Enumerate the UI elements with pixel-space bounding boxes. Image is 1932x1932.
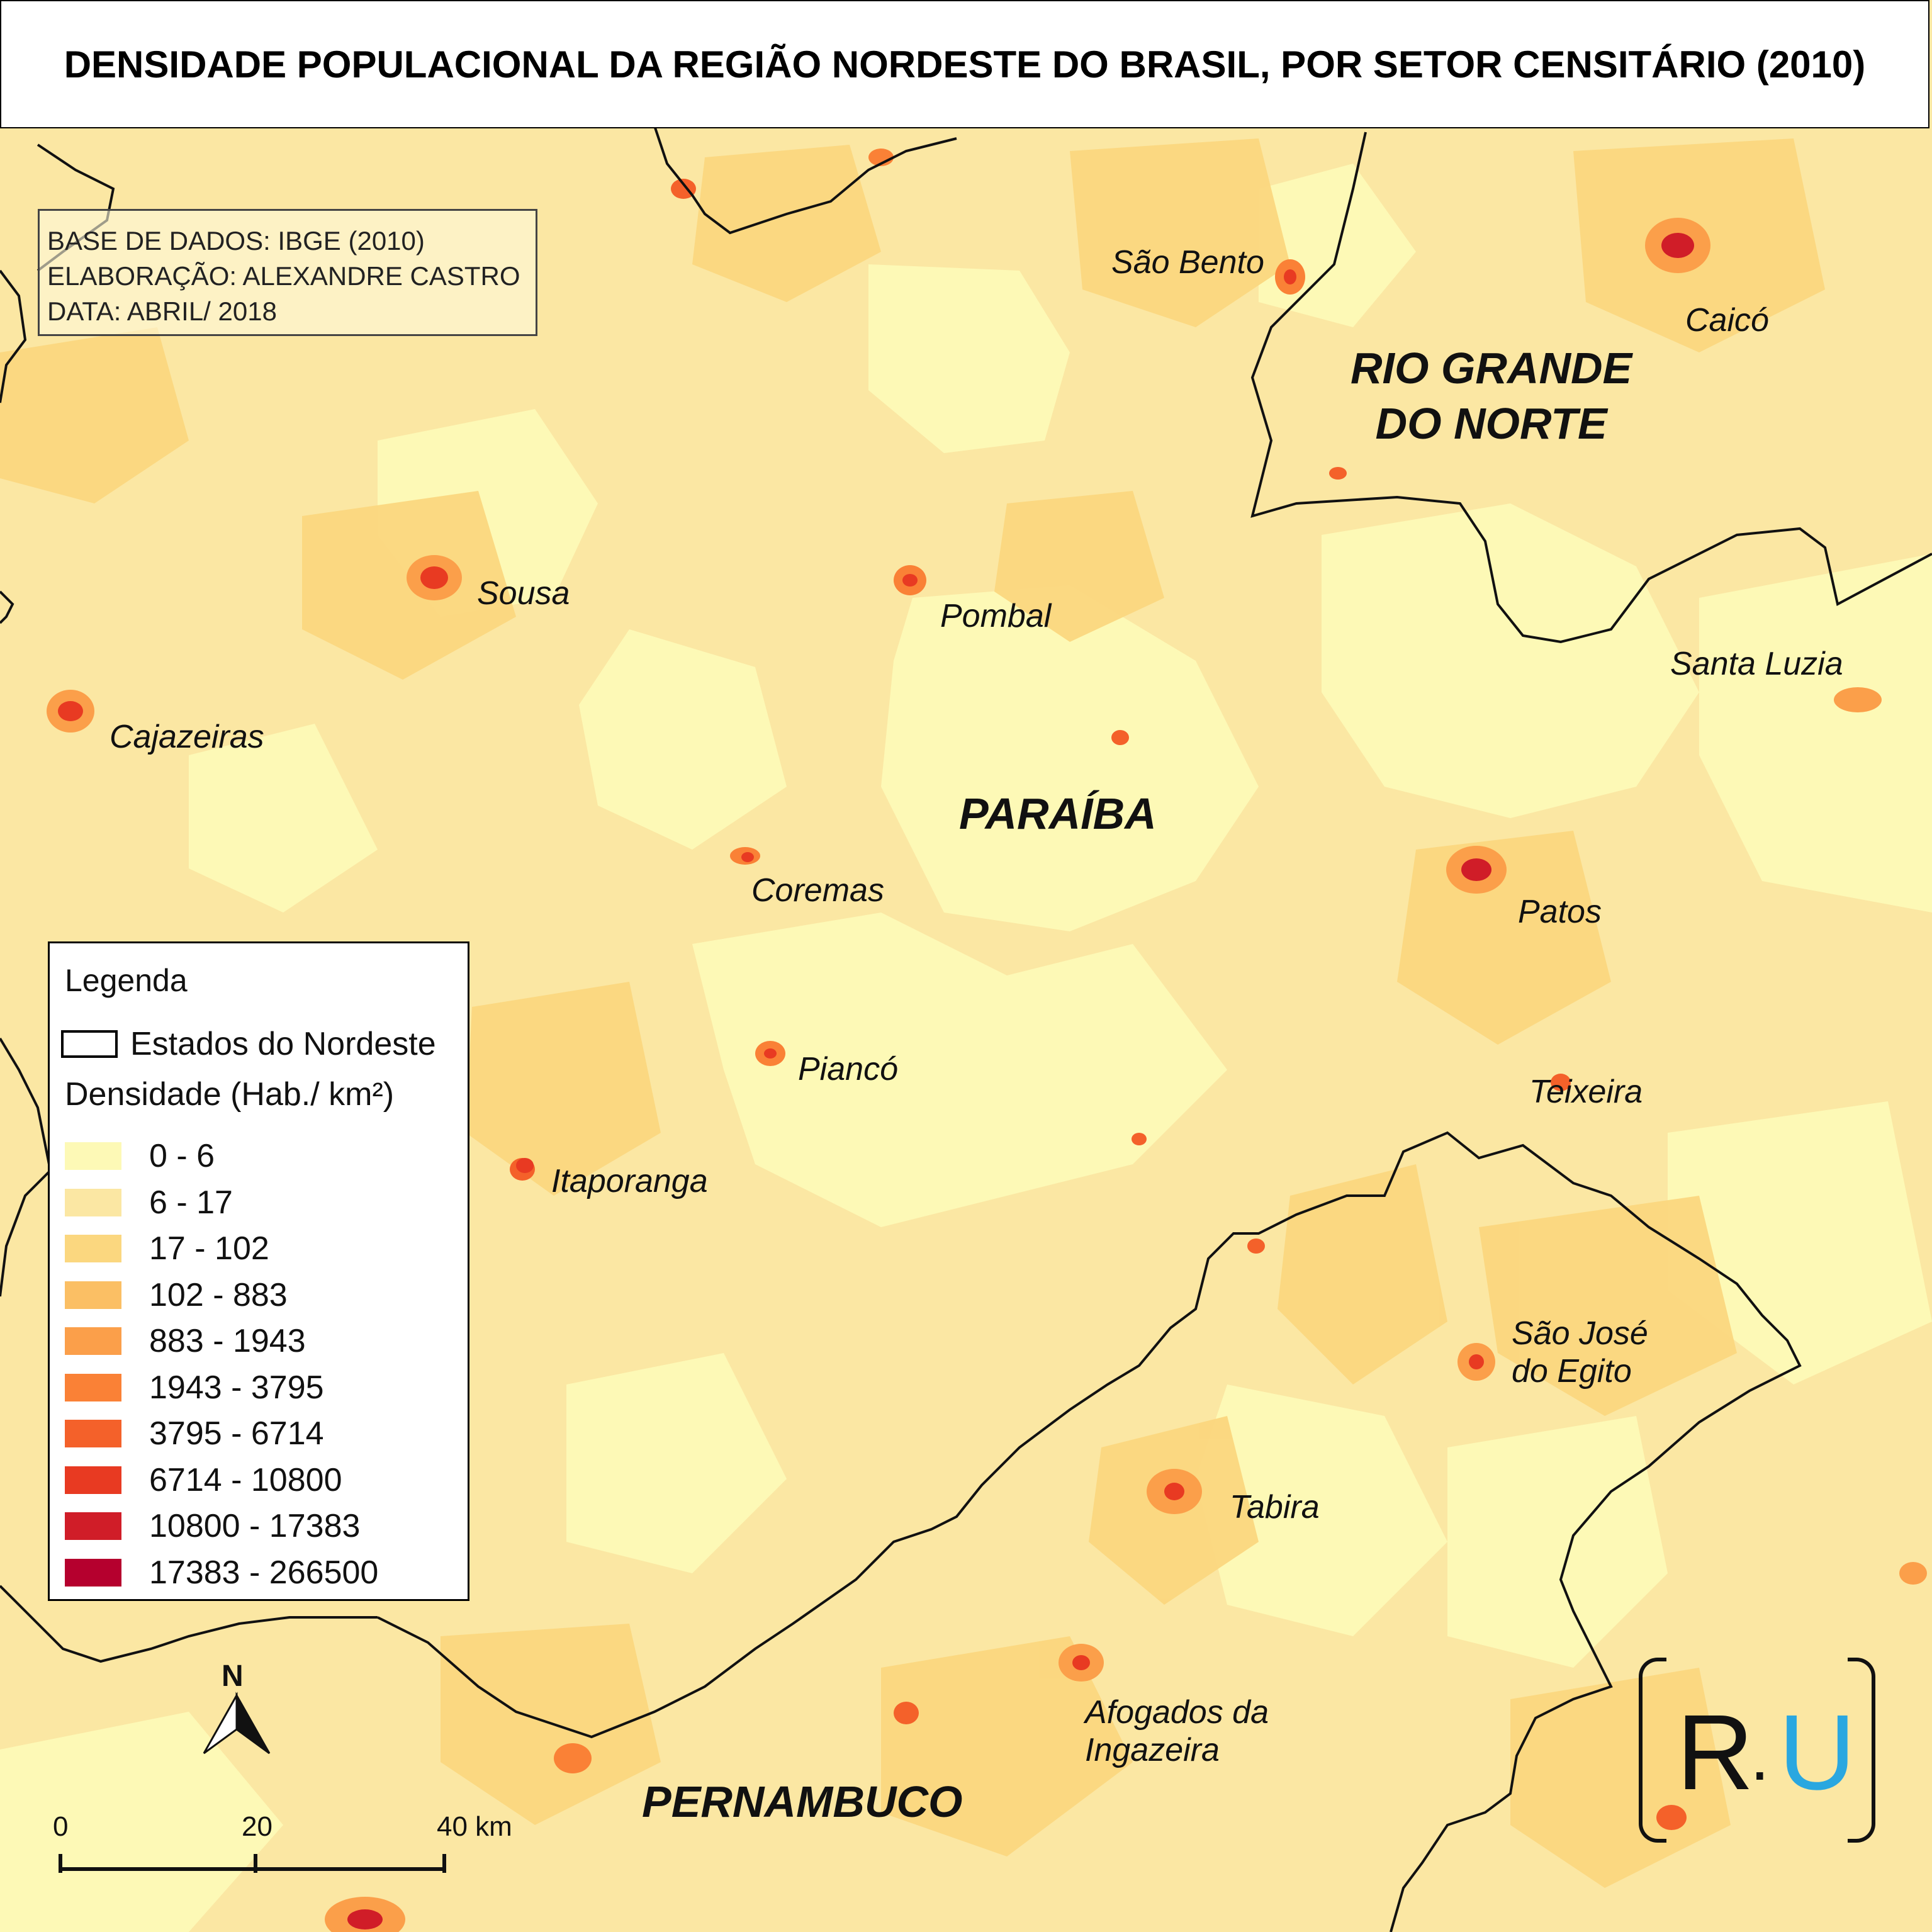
legend-class-label: 102 - 883: [149, 1276, 288, 1313]
city-label-cajazeiras: Cajazeiras: [110, 719, 264, 755]
credits-source: BASE DE DADOS: IBGE (2010): [47, 226, 425, 256]
logo-letter-u: U: [1778, 1693, 1856, 1812]
legend-class-row: 883 - 1943: [65, 1322, 306, 1360]
map-title: DENSIDADE POPULACIONAL DA REGIÃO NORDEST…: [64, 43, 1866, 86]
credits-date: DATA: ABRIL/ 2018: [47, 296, 277, 326]
legend-class-swatch: [65, 1373, 121, 1401]
medium-density-areas: [0, 138, 1825, 1888]
legend-class-swatch: [65, 1142, 121, 1170]
logo-letter-r: R: [1676, 1693, 1754, 1812]
city-label-sao-jose-do-egito: São José do Egito: [1512, 1315, 1648, 1391]
credits-author: ELABORAÇÃO: ALEXANDRE CASTRO: [47, 261, 520, 291]
legend-class-row: 17 - 102: [65, 1230, 269, 1267]
scale-label-40: 40 km: [437, 1811, 512, 1842]
logo-bracket-left: [1639, 1658, 1666, 1843]
legend-class-row: 6714 - 10800: [65, 1461, 342, 1499]
legend-class-swatch: [65, 1235, 121, 1262]
north-arrow-icon: [203, 1692, 271, 1755]
city-label-afogados-line1: Afogados da: [1085, 1694, 1269, 1731]
legend-class-row: 102 - 883: [65, 1276, 288, 1314]
city-label-afogados-da-ingazeira: Afogados da Ingazeira: [1085, 1694, 1269, 1770]
legend-class-swatch: [65, 1327, 121, 1355]
state-label-rn-line1: RIO GRANDE: [1351, 344, 1632, 393]
city-label-sao-bento: São Bento: [1111, 244, 1264, 281]
city-label-patos: Patos: [1518, 894, 1602, 930]
city-label-santa-luzia: Santa Luzia: [1670, 646, 1843, 682]
legend-class-swatch: [65, 1281, 121, 1309]
state-label-rio-grande-do-norte: RIO GRANDE DO NORTE: [1351, 341, 1632, 451]
legend-title: Legenda: [65, 963, 188, 998]
legend-class-label: 883 - 1943: [149, 1323, 306, 1359]
legend-box: Legenda Estados do Nordeste Densidade (H…: [48, 941, 469, 1601]
state-borders: [0, 125, 1932, 1932]
legend-class-row: 1943 - 3795: [65, 1369, 324, 1407]
legend-class-row: 3795 - 6714: [65, 1415, 324, 1452]
state-label-rn-line2: DO NORTE: [1375, 398, 1607, 448]
legend-class-label: 1943 - 3795: [149, 1369, 324, 1406]
state-label-paraiba: PARAÍBA: [959, 789, 1157, 838]
scale-label-0: 0: [53, 1811, 69, 1842]
legend-class-row: 0 - 6: [65, 1137, 215, 1175]
city-label-sao-jose-line1: São José: [1512, 1315, 1648, 1352]
scale-bar: [59, 1854, 446, 1873]
low-density-areas: [0, 164, 1932, 1932]
legend-class-swatch: [65, 1188, 121, 1216]
legend-states-label: Estados do Nordeste: [130, 1026, 436, 1062]
legend-class-row: 17383 - 266500: [65, 1554, 378, 1592]
urban-areas: [47, 149, 1927, 1932]
legend-class-swatch: [65, 1466, 121, 1494]
north-arrow-label: N: [222, 1660, 244, 1693]
legend-class-swatch: [65, 1558, 121, 1587]
legend-states-swatch: [61, 1030, 118, 1058]
legend-class-swatch: [65, 1512, 121, 1540]
credits-box: BASE DE DADOS: IBGE (2010) ELABORAÇÃO: A…: [38, 209, 537, 336]
legend-class-swatch: [65, 1420, 121, 1447]
legend-class-label: 0 - 6: [149, 1138, 215, 1174]
legend-density-title: Densidade (Hab./ km²): [65, 1076, 395, 1113]
city-label-teixeira: Teixeira: [1529, 1074, 1643, 1110]
map-title-bar: DENSIDADE POPULACIONAL DA REGIÃO NORDEST…: [0, 0, 1929, 128]
legend-class-label: 6 - 17: [149, 1184, 233, 1221]
logo-dot: ·: [1748, 1733, 1772, 1810]
legend-class-label: 17 - 102: [149, 1230, 269, 1267]
city-label-sousa: Sousa: [477, 575, 570, 612]
city-label-pianco: Piancó: [798, 1051, 898, 1087]
legend-class-row: 6 - 17: [65, 1184, 233, 1222]
city-label-pombal: Pombal: [940, 598, 1052, 634]
legend-class-row: 10800 - 17383: [65, 1507, 360, 1545]
scale-label-20: 20: [242, 1811, 272, 1842]
legend-class-label: 3795 - 6714: [149, 1415, 324, 1452]
legend-states-entry: Estados do Nordeste: [61, 1025, 436, 1063]
city-label-afogados-line2: Ingazeira: [1085, 1731, 1220, 1768]
logo-bracket-right: [1848, 1658, 1875, 1843]
city-label-sao-jose-line2: do Egito: [1512, 1352, 1632, 1390]
state-label-pernambuco: PERNAMBUCO: [642, 1777, 963, 1826]
city-label-caico: Caicó: [1685, 302, 1769, 339]
legend-class-label: 6714 - 10800: [149, 1461, 342, 1498]
city-label-coremas: Coremas: [751, 872, 884, 909]
legend-class-label: 17383 - 266500: [149, 1554, 379, 1591]
legend-class-label: 10800 - 17383: [149, 1508, 361, 1544]
city-label-itaporanga: Itaporanga: [551, 1163, 708, 1199]
city-label-tabira: Tabira: [1230, 1489, 1320, 1525]
